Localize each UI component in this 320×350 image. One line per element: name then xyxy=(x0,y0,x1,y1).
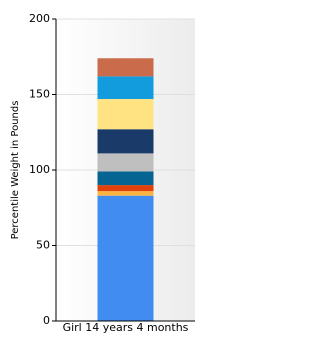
chart: Percentile Weight in Pounds 0 50 100 150 200… xyxy=(10,12,195,334)
y-tick-label: 100 xyxy=(29,163,50,176)
x-tick-label: Girl 14 years 4 months xyxy=(63,321,189,334)
bar-segment xyxy=(97,171,154,186)
bar-segment xyxy=(97,129,154,154)
bar-segment xyxy=(97,191,154,196)
y-tick-label: 150 xyxy=(29,88,50,101)
bar-segment xyxy=(97,153,154,172)
bar-segment xyxy=(97,58,154,77)
y-axis-title: Percentile Weight in Pounds xyxy=(10,101,21,240)
bar-segment xyxy=(97,185,154,192)
y-tick-label: 50 xyxy=(36,239,50,252)
bar-segment xyxy=(97,195,154,321)
y-tick-label: 200 xyxy=(29,12,50,25)
bar-segment xyxy=(97,99,154,130)
y-tick-label: 0 xyxy=(43,314,50,327)
bar-segment xyxy=(97,76,154,100)
